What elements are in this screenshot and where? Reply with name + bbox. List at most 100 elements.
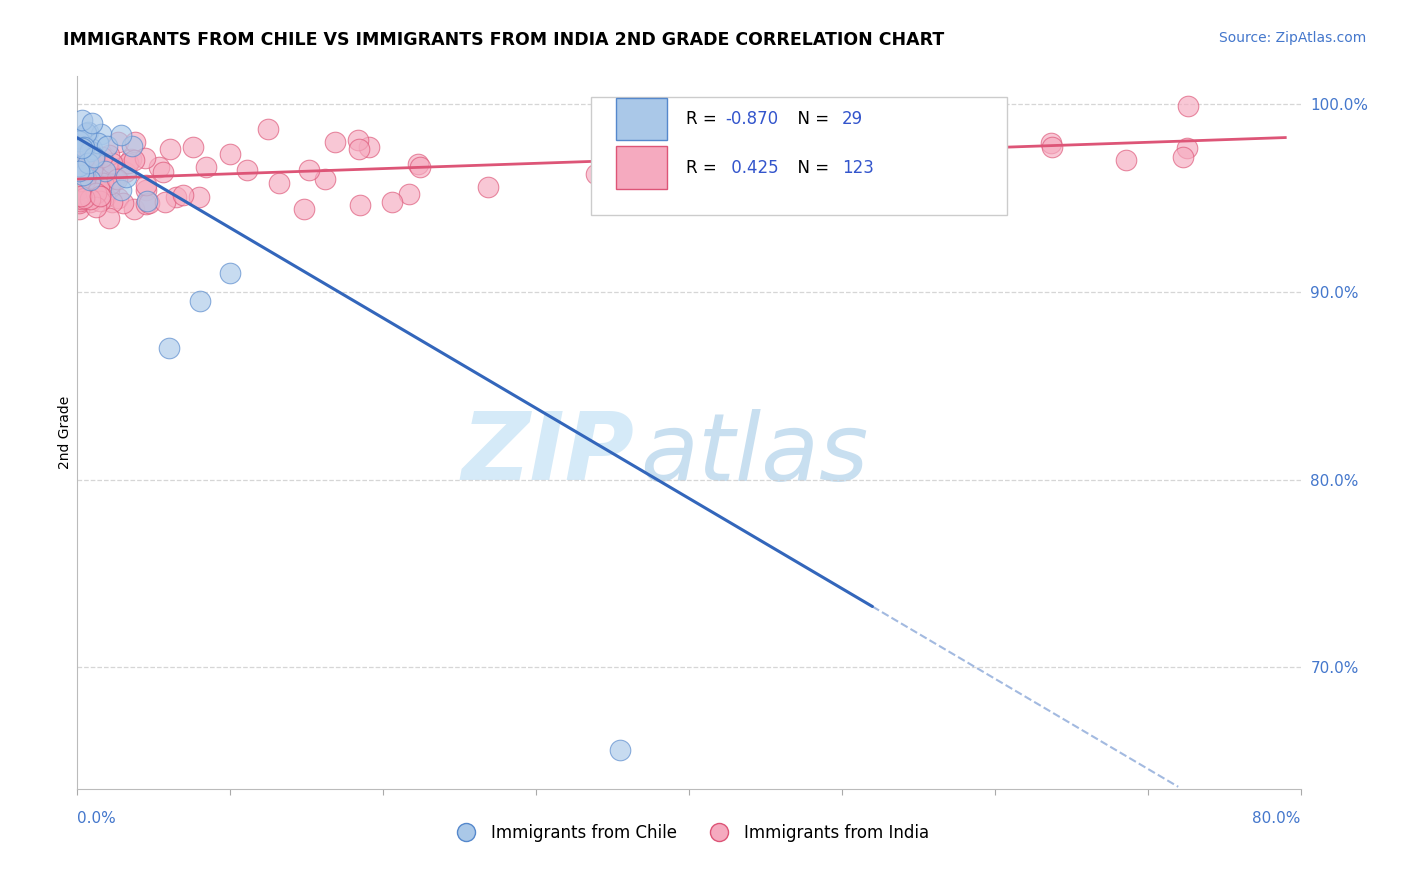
Point [110, 183, 132, 197]
Point [79, 194, 101, 209]
Point [77, 189, 100, 203]
Legend: Immigrants from Chile, Immigrants from India: Immigrants from Chile, Immigrants from I… [443, 818, 935, 849]
Text: N =: N = [787, 110, 834, 128]
Point [90, 127, 112, 141]
Point [349, 198, 371, 212]
Point [135, 178, 157, 192]
Point [77, 144, 100, 158]
Point [84, 152, 107, 166]
Point [69, 174, 91, 188]
Text: 80.0%: 80.0% [1253, 811, 1301, 826]
Point [323, 135, 346, 149]
Text: Source: ZipAtlas.com: Source: ZipAtlas.com [1219, 31, 1367, 45]
Point [153, 194, 176, 209]
Point [165, 190, 187, 204]
Point [195, 160, 218, 174]
Point [707, 165, 730, 179]
Point [89, 194, 111, 209]
Point [135, 183, 157, 197]
Point [79, 192, 101, 206]
Point [89, 178, 111, 193]
Point [86, 153, 108, 167]
Point [114, 165, 136, 179]
Point [67, 192, 90, 206]
Point [124, 202, 146, 216]
Point [124, 135, 146, 149]
Point [609, 743, 631, 757]
Point [219, 266, 242, 280]
Y-axis label: 2nd Grade: 2nd Grade [58, 396, 72, 469]
Point [181, 139, 204, 153]
Point [79, 173, 101, 187]
Point [934, 178, 956, 193]
Text: ZIP: ZIP [461, 408, 634, 500]
Point [398, 186, 420, 201]
Point [100, 156, 122, 170]
Point [112, 196, 135, 211]
Point [67, 159, 90, 173]
Point [79, 178, 101, 193]
Point [73, 189, 96, 203]
Point [80, 116, 103, 130]
Point [76, 141, 98, 155]
Point [97, 147, 120, 161]
Point [70, 113, 93, 128]
Point [77, 125, 100, 139]
Point [91, 168, 114, 182]
Point [94, 168, 117, 182]
Point [77, 156, 100, 170]
Point [107, 135, 129, 149]
Point [67, 139, 90, 153]
Point [73, 162, 96, 177]
Point [110, 128, 132, 142]
Point [83, 157, 105, 171]
Text: R =: R = [686, 110, 723, 128]
Point [97, 182, 120, 196]
Point [75, 178, 97, 193]
Point [381, 194, 404, 209]
Point [409, 160, 432, 174]
Point [219, 146, 242, 161]
Point [72, 168, 94, 182]
Point [1039, 136, 1062, 150]
Point [75, 171, 97, 186]
Point [67, 134, 90, 148]
Point [115, 169, 138, 184]
Point [120, 153, 142, 167]
Point [75, 168, 97, 182]
Text: 123: 123 [842, 159, 873, 177]
Point [1040, 140, 1063, 154]
Point [84, 186, 107, 200]
Point [347, 142, 370, 156]
Point [107, 191, 129, 205]
Point [70, 186, 93, 201]
Point [172, 188, 194, 202]
Point [157, 341, 180, 355]
Point [235, 163, 257, 178]
Point [73, 191, 96, 205]
Point [159, 142, 181, 156]
Point [406, 157, 429, 171]
Text: 29: 29 [842, 110, 863, 128]
Point [844, 146, 866, 161]
Point [75, 126, 97, 140]
Point [72, 140, 94, 154]
Point [152, 165, 174, 179]
Point [107, 161, 129, 176]
Point [89, 189, 111, 203]
Point [67, 188, 90, 202]
Point [1177, 99, 1199, 113]
Point [67, 195, 90, 210]
Point [70, 192, 93, 206]
Point [98, 211, 121, 225]
Point [70, 189, 93, 203]
Point [1175, 141, 1198, 155]
Point [101, 169, 124, 184]
Point [135, 197, 157, 211]
Point [83, 180, 105, 194]
Point [105, 171, 128, 186]
Point [94, 163, 117, 178]
Point [72, 152, 94, 166]
Point [148, 160, 170, 174]
Point [91, 150, 114, 164]
